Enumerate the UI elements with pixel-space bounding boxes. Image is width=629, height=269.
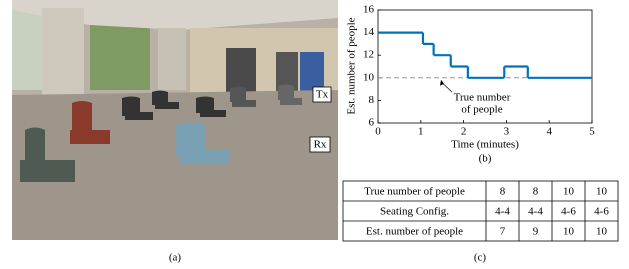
y-tick-label: 10 <box>363 71 375 83</box>
y-tick-label: 12 <box>363 49 374 61</box>
table: True number of people 8 8 10 10 Seating Confi… <box>343 181 618 241</box>
table-cell: 8 <box>533 186 539 198</box>
table-caption: (c) <box>474 252 487 264</box>
tx-label: Tx <box>316 89 329 101</box>
table-cell: 9 <box>533 226 539 238</box>
table-cell: 4-4 <box>495 206 510 218</box>
x-tick-label: 4 <box>546 126 552 138</box>
table-cell: 10 <box>596 226 608 238</box>
y-tick-label: 14 <box>363 26 375 38</box>
table-cell: Est. number of people <box>366 226 463 238</box>
y-tick-label: 8 <box>369 94 375 106</box>
table-cell: Seating Config. <box>380 206 449 218</box>
table-cell: 4-6 <box>594 206 609 218</box>
photo: Tx Rx (a) <box>12 0 338 264</box>
x-tick-label: 5 <box>589 126 595 138</box>
x-tick-label: 2 <box>461 126 467 138</box>
photo-caption: (a) <box>169 252 182 264</box>
table-cell: 4-6 <box>561 206 576 218</box>
x-axis-label: Time (minutes) <box>451 139 519 151</box>
y-axis-label: Est. number of people <box>346 17 358 114</box>
x-tick-label: 3 <box>504 126 510 138</box>
table-cell: 8 <box>500 186 506 198</box>
annotation: of people <box>461 104 502 116</box>
figure: Tx Rx (a) Time (minutes) (b) Est. number… <box>0 0 629 269</box>
table-cell: 4-4 <box>528 206 543 218</box>
pillar <box>158 28 186 90</box>
annotation-arrowhead <box>440 80 444 86</box>
x-tick-label: 0 <box>375 126 381 138</box>
chart-caption: (b) <box>479 153 492 165</box>
rx-label: Rx <box>314 139 327 151</box>
table-cell: True number of people <box>364 186 465 198</box>
table-cell: 10 <box>563 186 575 198</box>
y-tick-label: 6 <box>369 117 375 129</box>
x-tick-label: 1 <box>418 126 424 138</box>
table-cell: 10 <box>596 186 608 198</box>
table-cell: 10 <box>563 226 575 238</box>
y-tick-label: 16 <box>363 4 375 16</box>
trees <box>90 20 150 90</box>
annotation: True number <box>454 92 511 104</box>
table-cell: 7 <box>500 226 506 238</box>
